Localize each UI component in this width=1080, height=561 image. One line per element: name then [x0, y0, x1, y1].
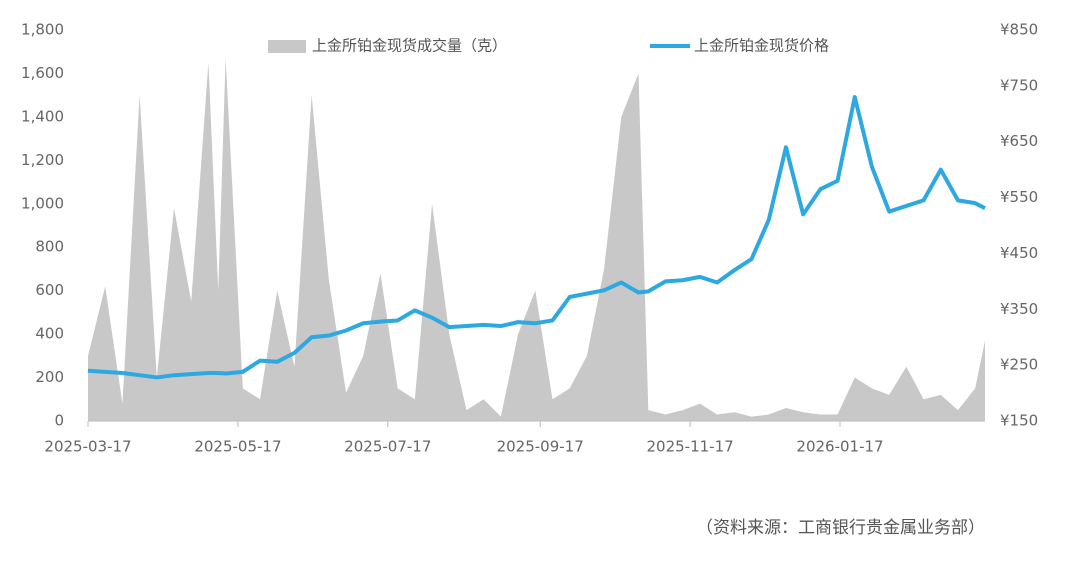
x-tick-label: 2025-05-17	[194, 438, 281, 456]
y2-tick-label: ¥450	[1000, 244, 1038, 262]
source-note: （资料来源：工商银行贵金属业务部）	[696, 518, 985, 538]
y-tick-label: 1,400	[21, 107, 64, 125]
y-tick-label: 1,200	[21, 151, 64, 169]
volume-area	[88, 58, 985, 421]
y2-tick-label: ¥150	[1000, 412, 1038, 430]
y2-tick-label: ¥750	[1000, 76, 1038, 94]
y-tick-label: 0	[54, 412, 64, 430]
y-tick-label: 400	[35, 325, 64, 343]
price-line	[87, 95, 986, 380]
legend-swatch	[268, 40, 306, 53]
x-tick-label: 2026-01-17	[796, 438, 883, 456]
legend-label: 上金所铂金现货成交量（克）	[312, 37, 507, 55]
y-tick-label: 1,000	[21, 194, 64, 212]
x-tick-label: 2025-03-17	[44, 438, 131, 456]
y-tick-label: 200	[35, 368, 64, 386]
y-tick-label: 800	[35, 238, 64, 256]
y2-tick-label: ¥350	[1000, 300, 1038, 318]
y2-tick-label: ¥250	[1000, 356, 1038, 374]
y2-tick-label: ¥850	[1000, 21, 1038, 39]
y2-tick-label: ¥550	[1000, 188, 1038, 206]
y-tick-label: 1,600	[21, 64, 64, 82]
y-tick-label: 1,800	[21, 21, 64, 39]
y2-tick-label: ¥650	[1000, 132, 1038, 150]
x-tick-label: 2025-11-17	[647, 438, 734, 456]
legend-label: 上金所铂金现货价格	[694, 37, 829, 55]
y-tick-label: 600	[35, 281, 64, 299]
x-tick-label: 2025-09-17	[497, 438, 584, 456]
x-tick-label: 2025-07-17	[344, 438, 431, 456]
